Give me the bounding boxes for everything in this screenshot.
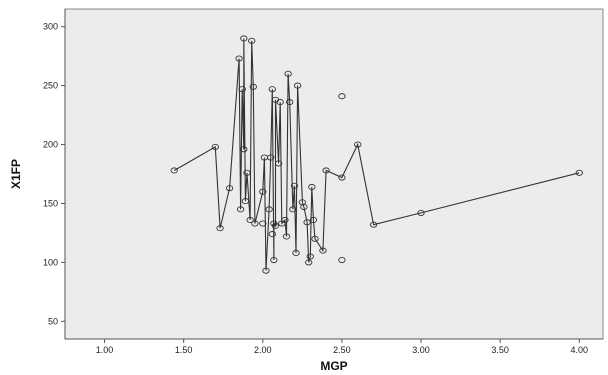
data-point [281,216,289,224]
data-point [270,256,278,264]
data-point [265,206,273,213]
data-point [338,174,346,181]
data-point [246,216,254,224]
x-tick-label: 1.50 [175,345,193,355]
data-point [338,256,346,264]
data-point [236,206,245,213]
data-point [305,259,313,266]
y-tick-label: 200 [43,140,58,150]
data-point [306,253,314,260]
data-point [249,83,257,90]
x-tick-label: 1.00 [96,345,114,355]
data-point [240,35,248,42]
data-point [276,99,284,106]
data-point [284,70,292,77]
data-point-layer [170,35,583,274]
data-point [286,99,294,106]
y-tick-label: 50 [48,316,58,326]
data-point [308,183,316,191]
data-point [293,82,302,89]
data-point [262,267,270,274]
data-point [251,220,259,227]
data-point [322,167,330,174]
data-point [338,93,346,100]
data-point [240,146,248,153]
data-point [170,167,178,174]
data-point [267,154,275,161]
data-point [268,231,276,238]
data-point [243,169,251,176]
y-axis-label: X1FP [9,159,23,189]
y-tick-label: 100 [43,257,58,267]
data-point [248,37,256,44]
x-tick-label: 2.00 [254,345,272,355]
data-point [369,221,378,228]
data-point [274,160,283,167]
data-point [417,209,425,216]
data-point [259,188,267,195]
data-point [238,86,246,93]
y-tick-label: 300 [43,22,58,32]
data-point [292,249,300,257]
data-point [268,86,276,93]
data-point [309,216,318,224]
data-point [289,206,297,213]
x-tick-label: 2.50 [333,345,351,355]
data-point [271,222,280,229]
data-point [211,143,219,150]
data-point [259,220,267,227]
y-tick-label: 250 [43,81,58,91]
data-point [303,219,311,226]
axes: 1.00 1.50 2.00 2.50 3.00 3.50 4.00 50 100 150 200 2… [43,9,603,355]
data-point [354,141,362,148]
data-point [216,225,224,232]
data-point [225,185,234,192]
data-point [311,235,319,242]
data-point [241,198,250,205]
data-point [319,247,327,254]
data-point [300,203,308,211]
data-point [282,233,291,240]
data-point [235,55,243,62]
x-tick-label: 3.50 [491,345,509,355]
x-tick-label: 3.00 [412,345,430,355]
series-line [173,38,580,271]
series-line-layer [173,38,580,271]
data-point [575,169,583,176]
y-tick-label: 150 [43,198,58,208]
x-tick-label: 4.00 [570,345,588,355]
x-axis-label: MGP [320,359,347,373]
data-point [290,182,299,189]
